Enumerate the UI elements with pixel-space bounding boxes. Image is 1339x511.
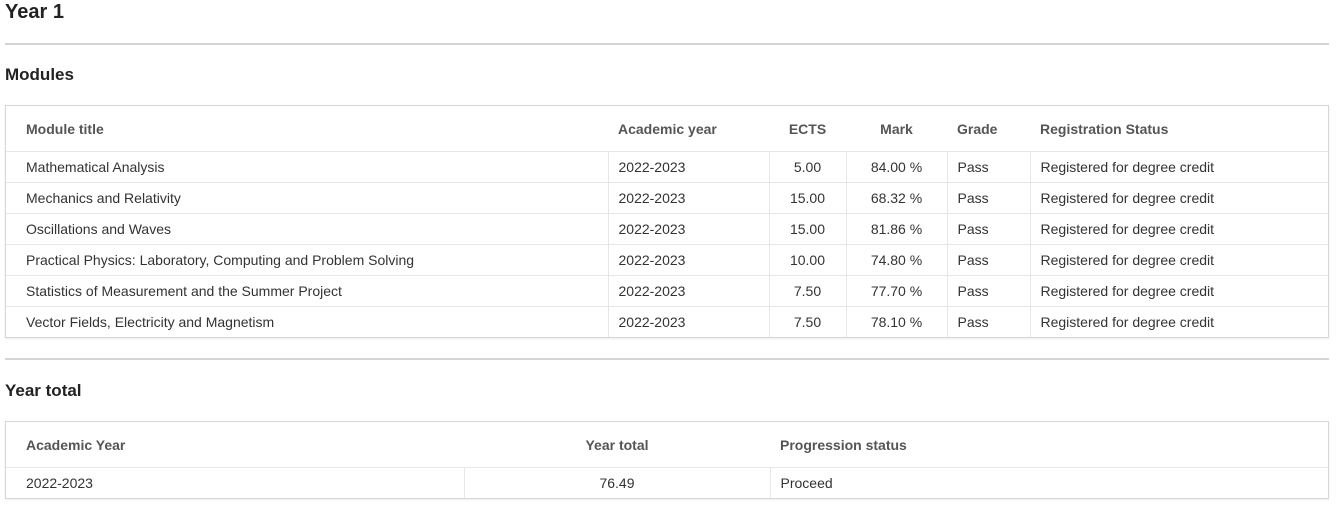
- grade-cell: Pass: [946, 151, 1030, 183]
- grade-cell: Pass: [946, 213, 1030, 245]
- mark-cell: 68.32 %: [845, 182, 947, 214]
- module-title-cell: Practical Physics: Laboratory, Computing…: [6, 244, 608, 276]
- registration-status-cell: Registered for degree credit: [1029, 275, 1328, 307]
- mark-cell: 78.10 %: [845, 306, 947, 337]
- col-ects: ECTS: [769, 106, 846, 152]
- ects-cell: 5.00: [768, 151, 846, 183]
- year-total-heading: Year total: [5, 381, 82, 400]
- table-row: Vector Fields, Electricity and Magnetism…: [6, 306, 1328, 337]
- academic-year-cell: 2022-2023: [607, 306, 769, 337]
- module-title-cell: Oscillations and Waves: [6, 213, 608, 245]
- table-row: Practical Physics: Laboratory, Computing…: [6, 244, 1328, 276]
- grade-cell: Pass: [946, 275, 1030, 307]
- table-row: Mathematical Analysis 2022-2023 5.00 84.00 …: [6, 151, 1328, 183]
- col-registration-status: Registration Status: [1030, 106, 1328, 152]
- col-year-total: Year total: [464, 422, 770, 468]
- academic-year-cell: 2022-2023: [607, 213, 769, 245]
- ects-cell: 15.00: [768, 182, 846, 214]
- mark-cell: 74.80 %: [845, 244, 947, 276]
- table-row: Oscillations and Waves 2022-2023 15.00 81.8…: [6, 213, 1328, 245]
- academic-year-cell: 2022-2023: [607, 182, 769, 214]
- academic-year-cell: 2022-2023: [607, 275, 769, 307]
- modules-header-row: Module title Academic year ECTS Mark Gra…: [6, 106, 1328, 152]
- grade-cell: Pass: [946, 306, 1030, 337]
- table-row: Mechanics and Relativity 2022-2023 15.00 68…: [6, 182, 1328, 214]
- table-row: 2022-2023 76.49 Proceed: [6, 467, 1328, 498]
- table-row: Statistics of Measurement and the Summer…: [6, 275, 1328, 307]
- registration-status-cell: Registered for degree credit: [1029, 244, 1328, 276]
- mark-cell: 77.70 %: [845, 275, 947, 307]
- module-title-cell: Vector Fields, Electricity and Magnetism: [6, 306, 608, 337]
- divider: [5, 358, 1329, 360]
- ects-cell: 10.00: [768, 244, 846, 276]
- academic-year-cell: 2022-2023: [607, 244, 769, 276]
- divider: [5, 43, 1329, 45]
- col-academic-year: Academic Year: [6, 422, 464, 468]
- mark-cell: 81.86 %: [845, 213, 947, 245]
- year-total-header-row: Academic Year Year total Progression sta…: [6, 422, 1328, 468]
- registration-status-cell: Registered for degree credit: [1029, 151, 1328, 183]
- ects-cell: 7.50: [768, 275, 846, 307]
- col-grade: Grade: [947, 106, 1030, 152]
- year-total-table: Academic Year Year total Progression sta…: [5, 421, 1329, 499]
- col-module-title: Module title: [6, 106, 608, 152]
- modules-table: Module title Academic year ECTS Mark Gra…: [5, 105, 1329, 338]
- ects-cell: 7.50: [768, 306, 846, 337]
- year-total-cell: 76.49: [463, 467, 770, 498]
- registration-status-cell: Registered for degree credit: [1029, 213, 1328, 245]
- registration-status-cell: Registered for degree credit: [1029, 306, 1328, 337]
- col-mark: Mark: [846, 106, 947, 152]
- module-title-cell: Mathematical Analysis: [6, 151, 608, 183]
- module-title-cell: Mechanics and Relativity: [6, 182, 608, 214]
- mark-cell: 84.00 %: [845, 151, 947, 183]
- grade-cell: Pass: [946, 244, 1030, 276]
- progression-status-cell: Proceed: [769, 467, 1328, 498]
- ects-cell: 15.00: [768, 213, 846, 245]
- module-title-cell: Statistics of Measurement and the Summer…: [6, 275, 608, 307]
- col-progression-status: Progression status: [770, 422, 1328, 468]
- grade-cell: Pass: [946, 182, 1030, 214]
- academic-year-cell: 2022-2023: [6, 467, 464, 498]
- registration-status-cell: Registered for degree credit: [1029, 182, 1328, 214]
- year-heading: Year 1: [5, 1, 64, 23]
- modules-heading: Modules: [5, 65, 74, 84]
- academic-year-cell: 2022-2023: [607, 151, 769, 183]
- col-academic-year: Academic year: [608, 106, 769, 152]
